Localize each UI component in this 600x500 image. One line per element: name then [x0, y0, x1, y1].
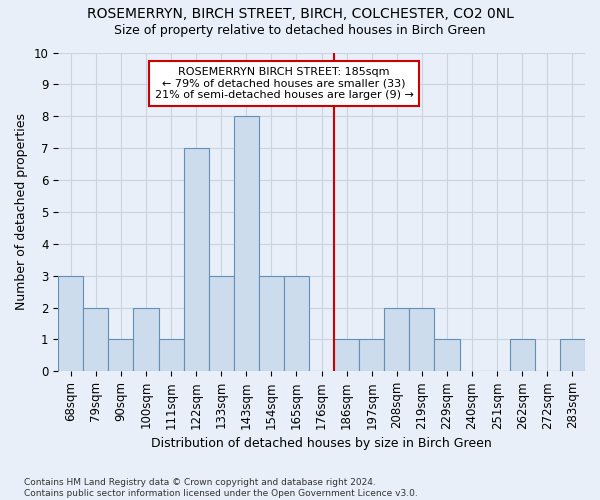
Bar	[510, 340, 535, 372]
Bar	[58, 276, 83, 372]
Bar	[334, 340, 359, 372]
X-axis label: Distribution of detached houses by size in Birch Green: Distribution of detached houses by size …	[151, 437, 492, 450]
Y-axis label: Number of detached properties: Number of detached properties	[15, 114, 28, 310]
Bar	[234, 116, 259, 372]
Bar	[133, 308, 158, 372]
Bar	[259, 276, 284, 372]
Text: ROSEMERRYN BIRCH STREET: 185sqm
← 79% of detached houses are smaller (33)
21% of: ROSEMERRYN BIRCH STREET: 185sqm ← 79% of…	[155, 67, 413, 100]
Bar	[284, 276, 309, 372]
Bar	[158, 340, 184, 372]
Bar	[434, 340, 460, 372]
Bar	[359, 340, 384, 372]
Text: Size of property relative to detached houses in Birch Green: Size of property relative to detached ho…	[114, 24, 486, 37]
Text: ROSEMERRYN, BIRCH STREET, BIRCH, COLCHESTER, CO2 0NL: ROSEMERRYN, BIRCH STREET, BIRCH, COLCHES…	[86, 8, 514, 22]
Bar	[560, 340, 585, 372]
Bar	[83, 308, 109, 372]
Bar	[184, 148, 209, 372]
Text: Contains HM Land Registry data © Crown copyright and database right 2024.
Contai: Contains HM Land Registry data © Crown c…	[24, 478, 418, 498]
Bar	[384, 308, 409, 372]
Bar	[209, 276, 234, 372]
Bar	[109, 340, 133, 372]
Bar	[409, 308, 434, 372]
